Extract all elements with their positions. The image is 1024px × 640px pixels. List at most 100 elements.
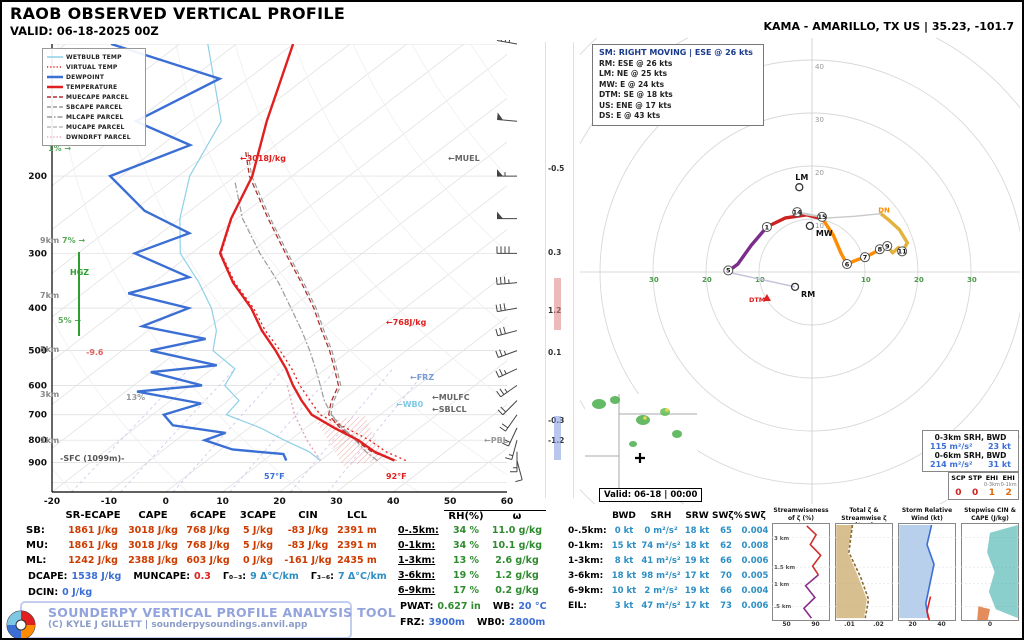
index-sub: 0-1km (1000, 482, 1017, 488)
column-header: SWζ% (712, 510, 743, 521)
table-row: 6-9km: 10 kt 2 m²/s² 19 kt 66 0.004 (568, 583, 770, 598)
mini-ylabel: 1.5 km (774, 565, 796, 572)
row-label: 6-9km: (568, 585, 604, 596)
column-header: SRH (650, 510, 672, 521)
cell-value: 18 kt (684, 540, 710, 551)
row-label: SB: (26, 525, 45, 536)
extra-label: PWAT: (400, 601, 434, 612)
svg-text:DN: DN (878, 207, 890, 215)
cell-value: 10.1 g/kg (491, 540, 543, 551)
legend-item: TEMPERATURE (47, 82, 141, 92)
cell-value: 73 (720, 600, 732, 611)
table-row: 3-6km: 18 kt 98 m²/s² 17 kt 70 0.005 (568, 568, 770, 583)
legend-item: SBCAPE PARCEL (47, 102, 141, 112)
cell-value: 2388 J/kg (128, 555, 178, 566)
column-header: SR-ECAPE (65, 510, 121, 521)
row-label: ML: (26, 555, 47, 566)
mini-panel-title: Storm Relative Wind (kt) (901, 507, 953, 522)
mini-xticks: 50 90 (772, 621, 830, 628)
cell-value: 98 m²/s² (641, 570, 681, 581)
extra-value: 0 J/kg (62, 587, 93, 598)
skewt-profiles (107, 44, 407, 462)
svg-text:9: 9 (885, 242, 890, 250)
cell-value: 3018 J/kg (128, 525, 178, 536)
column-header: SWζ (744, 510, 766, 521)
cell-value: 11.0 g/kg (491, 525, 543, 536)
bwd-value: 31 kt (987, 460, 1011, 469)
svg-text:RM: RM (801, 290, 815, 299)
svg-text:200: 200 (28, 172, 47, 182)
row-label: 0-1km: (568, 540, 604, 551)
svg-text:10: 10 (216, 497, 229, 507)
table-row: MU: 1861 J/kg 3018 J/kg 768 J/kg 5 J/kg -83 J… (26, 538, 397, 553)
srh-values: 115 m²/s² 23 kt (927, 442, 1014, 451)
mini-xtick: 20 (908, 621, 917, 628)
row-label: 0-1km: (398, 540, 436, 551)
legend-label: DWNDRFT PARCEL (66, 133, 131, 141)
extra-value: 2800m (508, 617, 546, 628)
cell-value: 19 % (452, 570, 480, 581)
skewt-axis-labels: 200 300 400 500 600 700 800 900 -20 -10 0 10 20 30 40 5… (28, 172, 513, 507)
mini-plot (898, 523, 956, 621)
valid-time: VALID: 06-18-2025 00Z (10, 24, 159, 38)
mini-xticks: 0 (961, 621, 1019, 628)
composite-indices-box: SCP STP EHI EHI 0-3km 0-1km 0 0 1 2 (948, 472, 1019, 500)
cell-value: 1861 J/kg (68, 525, 118, 536)
mini-ylabel: .5 km (774, 604, 792, 611)
cell-value: 768 J/kg (186, 540, 230, 551)
station-info: KAMA - AMARILLO, TX US | 35.23, -101.7 (763, 20, 1014, 33)
cell-value: 74 m²/s² (641, 540, 681, 551)
index-value: 0 (955, 488, 962, 498)
legend-item: MUCAPE PARCEL (47, 122, 141, 132)
index-sub: 0-3km (983, 482, 1000, 488)
svg-text:600: 600 (28, 381, 47, 391)
legend-item: MUECAPE PARCEL (47, 92, 141, 102)
column-header: LCL (346, 510, 368, 521)
svg-text:30: 30 (649, 276, 659, 284)
mini-xticks: 20 40 (898, 621, 956, 628)
legend-item: DWNDRFT PARCEL (47, 132, 141, 142)
index-header: EHI (985, 474, 999, 482)
mlcape-parcel-line-sample (47, 116, 63, 118)
cell-value: 18 kt (611, 570, 637, 581)
cell-value: 66 (720, 585, 732, 596)
cell-value: -161 J/kg (284, 555, 332, 566)
svg-text:6: 6 (845, 260, 850, 268)
cell-value: 13 % (452, 555, 480, 566)
mini-xtick: .01 (844, 621, 855, 628)
table-row: 0-.5km: 34 % 11.0 g/kg (398, 523, 557, 538)
extra-value: 1538 J/kg (71, 571, 122, 582)
svg-text:0: 0 (163, 497, 169, 507)
storm-motion-info-line: RM: ESE @ 26 kts (599, 58, 673, 68)
index-value: 1 (988, 488, 995, 498)
table-header-row: RH(%) ω (398, 508, 557, 523)
profile-ml_parcel (234, 180, 378, 461)
row-label: 1-3km: (568, 555, 604, 566)
legend-item: WETBULB TEMP (47, 52, 141, 62)
extra-value: 20 °C (518, 601, 547, 612)
cell-value: 0 kt (614, 525, 634, 536)
svg-text:1: 1 (765, 223, 770, 231)
svg-text:MW: MW (816, 229, 833, 238)
svg-text:300: 300 (28, 249, 47, 259)
table-row: ML: 1242 J/kg 2388 J/kg 603 J/kg 0 J/kg -161 … (26, 553, 397, 568)
svg-text:400: 400 (28, 304, 47, 314)
extra-row: PWAT: 0.627 in WB: 20 °C (398, 599, 557, 614)
hodograph-markers: 5 1 14 15 6 7 8 9 11 RM LM MW DTM DN (723, 173, 908, 304)
extra-value: 0.627 in (437, 601, 481, 612)
column-header: BWD (612, 510, 636, 521)
svg-text:11: 11 (898, 248, 908, 256)
row-label: 3-6km: (398, 570, 436, 581)
legend-label: WETBULB TEMP (66, 53, 122, 61)
cell-value: 0.006 (741, 555, 769, 566)
svg-text:500: 500 (28, 347, 47, 357)
mini-panel-1: Total ζ & Streamwise ζ (/sec) .01 .02 (835, 507, 893, 628)
svg-text:800: 800 (28, 436, 47, 446)
mini-plot (772, 523, 830, 621)
profile-sb_parcel (247, 150, 397, 462)
mini-xtick: 0 (987, 621, 993, 628)
cell-value: 34 % (452, 540, 480, 551)
mini-panel-title: Streamwiseness of ζ (%) (773, 507, 829, 522)
svg-text:60: 60 (501, 497, 514, 507)
muecape-parcel-line-sample (47, 96, 63, 98)
